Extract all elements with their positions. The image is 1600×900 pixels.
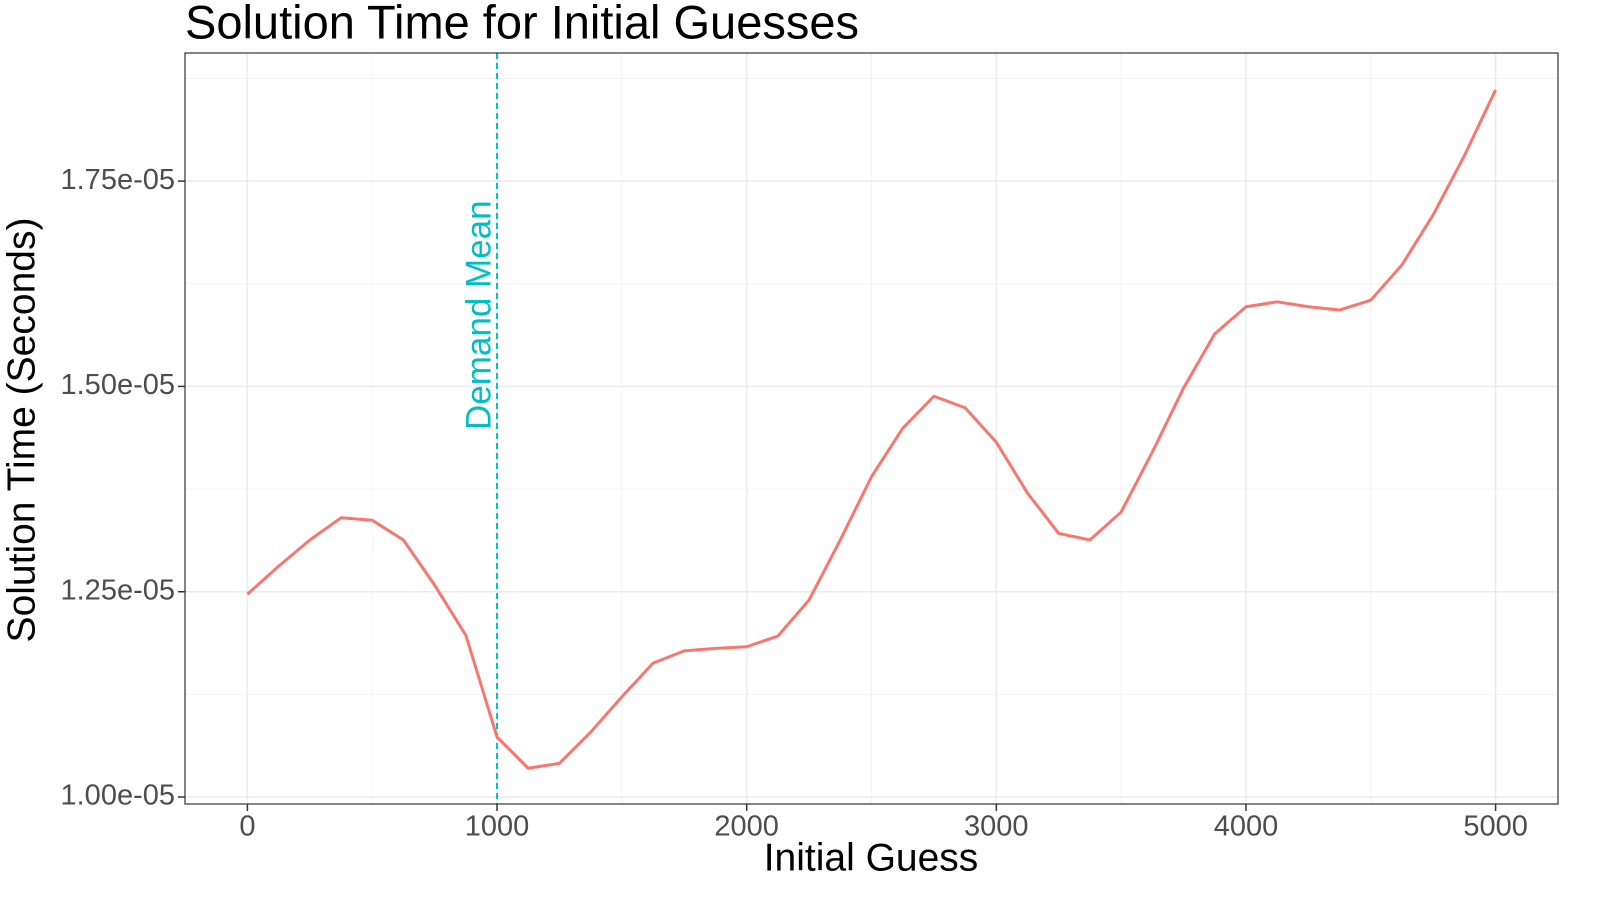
- reference-label: Demand Mean: [459, 200, 498, 430]
- y-tick-label: 1.75e-05: [61, 164, 176, 196]
- y-tick-label: 1.00e-05: [61, 780, 176, 812]
- x-tick-label: 2000: [714, 811, 779, 843]
- x-tick-label: 4000: [1214, 811, 1279, 843]
- panel-border: [184, 52, 1559, 805]
- x-tick-label: 1000: [465, 811, 530, 843]
- x-axis-title: Initial Guess: [764, 836, 979, 879]
- line-series: [246, 89, 1497, 770]
- x-tick-label: 0: [239, 811, 255, 843]
- x-tick-label: 3000: [964, 811, 1029, 843]
- chart-title: Solution Time for Initial Guesses: [185, 0, 859, 48]
- y-tick-label: 1.50e-05: [61, 369, 176, 401]
- y-tick-label: 1.25e-05: [61, 574, 176, 606]
- y-axis-title: Solution Time (Seconds): [0, 218, 43, 643]
- x-tick-label: 5000: [1463, 811, 1528, 843]
